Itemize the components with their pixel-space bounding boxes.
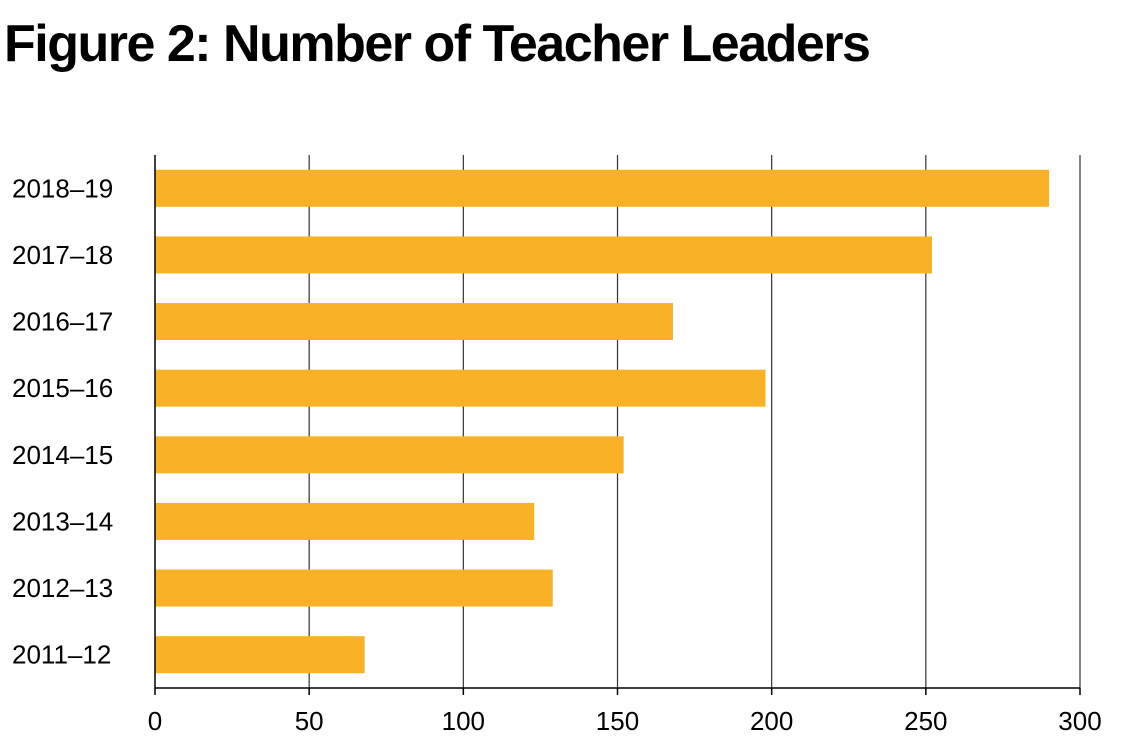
category-label: 2011–12 bbox=[12, 640, 111, 670]
x-tick-label: 100 bbox=[442, 706, 485, 736]
category-label: 2012–13 bbox=[12, 573, 113, 603]
bar bbox=[155, 169, 1050, 207]
x-tick-label: 0 bbox=[148, 706, 162, 736]
bar bbox=[155, 436, 624, 474]
x-tick-label: 200 bbox=[750, 706, 793, 736]
category-label: 2014–15 bbox=[12, 440, 113, 470]
bar bbox=[155, 369, 766, 407]
bar bbox=[155, 236, 932, 274]
category-label: 2018–19 bbox=[12, 173, 113, 203]
category-labels: 2018–19 2017–18 2016–17 2015–16 2014–15 2013–… bbox=[12, 173, 113, 669]
x-tick-label: 300 bbox=[1058, 706, 1101, 736]
category-label: 2013–14 bbox=[12, 506, 113, 536]
x-tick-label: 150 bbox=[596, 706, 639, 736]
category-label: 2016–17 bbox=[12, 307, 113, 337]
category-label: 2015–16 bbox=[12, 373, 113, 403]
tick-labels: 0 50 100 150 200 250 300 bbox=[148, 706, 1102, 736]
bars bbox=[155, 169, 1050, 674]
x-tick-label: 50 bbox=[295, 706, 324, 736]
bar bbox=[155, 569, 553, 607]
bar bbox=[155, 636, 365, 674]
category-label: 2017–18 bbox=[12, 240, 113, 270]
bar bbox=[155, 303, 673, 341]
axes bbox=[154, 155, 1081, 695]
x-tick-label: 250 bbox=[904, 706, 947, 736]
chart-title: Figure 2: Number of Teacher Leaders bbox=[4, 15, 871, 73]
bar bbox=[155, 502, 535, 540]
gridlines bbox=[308, 155, 1081, 688]
